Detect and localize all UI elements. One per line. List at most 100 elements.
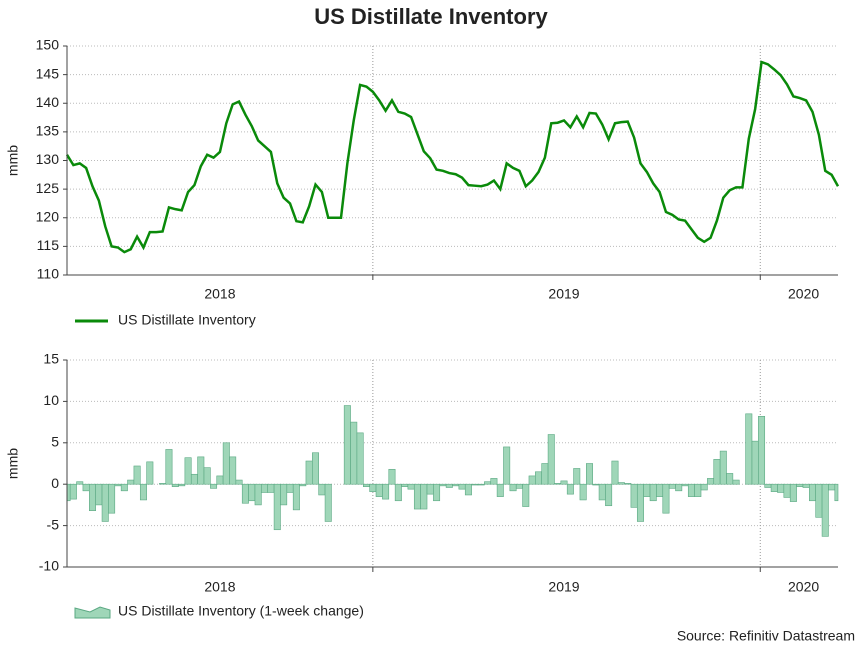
y-tick-label: 130 — [36, 151, 60, 167]
area-step — [292, 483, 300, 511]
area-step — [89, 483, 96, 511]
y-tick-label: 145 — [36, 65, 60, 81]
y-tick-label: -10 — [39, 558, 59, 574]
area-step — [528, 475, 536, 485]
area-step — [190, 473, 198, 485]
area-step — [573, 468, 581, 485]
x-tick-label: 2019 — [548, 579, 579, 595]
area-step — [101, 483, 109, 522]
area-step — [464, 483, 472, 496]
area-step — [248, 483, 256, 502]
x-tick-label: 2018 — [204, 579, 235, 595]
legend-label: US Distillate Inventory (1-week change) — [118, 603, 364, 619]
area-step — [828, 483, 836, 491]
x-tick-label: 2020 — [788, 579, 819, 595]
area-step — [789, 483, 797, 502]
area-step — [496, 483, 504, 497]
area-step — [719, 450, 727, 485]
legend-label: US Distillate Inventory — [118, 312, 256, 328]
area-step — [267, 483, 275, 493]
area-step — [586, 463, 593, 485]
area-step — [560, 480, 568, 485]
y-axis-label: mmb — [5, 145, 21, 176]
y-tick-label: 10 — [43, 392, 59, 408]
area-step — [541, 463, 549, 485]
area-step — [69, 483, 77, 500]
area-step — [350, 421, 358, 485]
y-axis-label: mmb — [5, 448, 21, 479]
area-step — [592, 483, 600, 486]
area-step — [299, 483, 307, 487]
area-step — [388, 468, 396, 485]
area-step — [76, 481, 84, 485]
area-step — [254, 483, 262, 506]
area-step — [439, 483, 447, 487]
area-step — [216, 475, 224, 485]
area-step — [197, 456, 205, 485]
source: Source: Refinitiv Datastream — [677, 628, 855, 644]
area-step — [261, 483, 269, 493]
area-step — [375, 483, 383, 497]
area-step — [82, 483, 90, 492]
area-step — [133, 465, 141, 485]
area-step — [662, 483, 670, 514]
area-step — [598, 483, 606, 501]
area-step — [668, 483, 676, 489]
area-step — [318, 483, 326, 496]
area-step — [108, 483, 116, 514]
area-step — [452, 483, 460, 487]
area-step — [649, 483, 657, 502]
area-step — [369, 483, 377, 492]
area-step — [471, 483, 479, 486]
area-step — [554, 483, 562, 485]
area-step — [401, 483, 409, 487]
area-step — [745, 413, 753, 485]
area-step — [184, 457, 192, 485]
area-step — [821, 483, 829, 537]
area-step — [280, 483, 288, 506]
area-step — [624, 483, 632, 485]
area-step — [566, 483, 574, 495]
area-step — [413, 483, 421, 510]
area-step — [159, 483, 167, 485]
area-step — [312, 452, 319, 485]
area-step — [426, 483, 434, 495]
legend-swatch — [74, 606, 111, 619]
y-tick-label: 140 — [36, 94, 60, 110]
area-step — [490, 478, 498, 485]
area-step — [362, 483, 370, 487]
area-step — [484, 481, 492, 485]
area-step — [356, 432, 364, 485]
area-step — [286, 483, 294, 493]
area-step — [694, 483, 702, 497]
area-step — [229, 456, 237, 485]
area-step — [127, 479, 135, 485]
x-tick-label: 2019 — [548, 286, 579, 302]
area-step — [477, 483, 485, 486]
area-step — [203, 467, 211, 485]
area-step — [675, 483, 683, 492]
area-step — [146, 461, 154, 485]
area-step — [222, 442, 230, 485]
area-step — [809, 483, 816, 502]
y-tick-label: 110 — [37, 266, 60, 282]
area-step — [751, 440, 759, 485]
area-step — [611, 460, 619, 485]
area-step — [522, 483, 530, 507]
y-tick-label: -5 — [47, 516, 60, 532]
area-step — [758, 416, 766, 485]
y-tick-label: 5 — [51, 434, 59, 450]
area-step — [605, 483, 613, 507]
area-step — [687, 483, 695, 497]
area-step — [764, 483, 772, 488]
area-step — [796, 483, 804, 487]
area-step — [579, 483, 587, 501]
area-step — [783, 483, 791, 498]
area-step — [726, 473, 734, 485]
x-tick-label: 2020 — [788, 286, 819, 302]
area-step — [165, 449, 173, 485]
y-tick-label: 115 — [37, 237, 60, 253]
area-step — [382, 483, 390, 500]
area-step — [343, 405, 351, 485]
